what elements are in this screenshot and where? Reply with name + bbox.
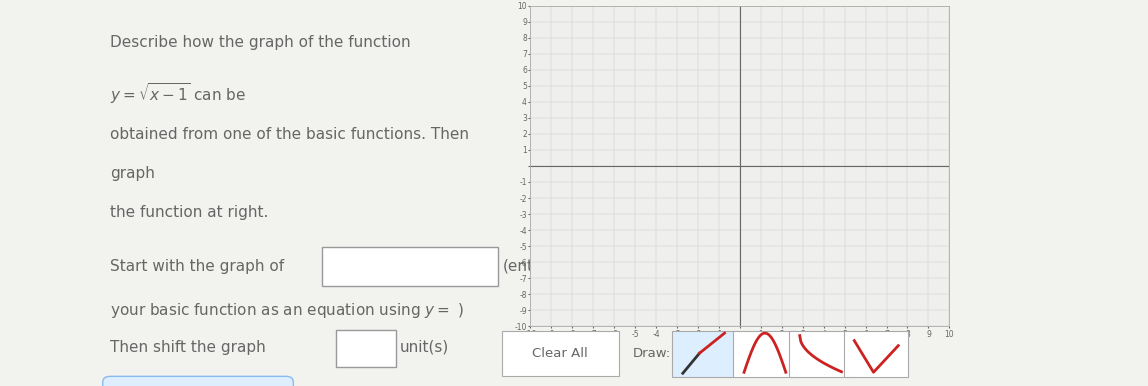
Text: Start with the graph of: Start with the graph of xyxy=(110,259,284,274)
Text: graph: graph xyxy=(110,166,155,181)
FancyBboxPatch shape xyxy=(844,330,908,377)
Text: the function at right.: the function at right. xyxy=(110,205,269,220)
FancyBboxPatch shape xyxy=(103,376,294,386)
Text: $y = \sqrt{x-1}$ can be: $y = \sqrt{x-1}$ can be xyxy=(110,81,246,106)
FancyBboxPatch shape xyxy=(672,330,736,377)
Text: unit(s): unit(s) xyxy=(400,340,449,355)
Text: Draw:: Draw: xyxy=(633,347,670,360)
FancyBboxPatch shape xyxy=(789,330,853,377)
Text: obtained from one of the basic functions. Then: obtained from one of the basic functions… xyxy=(110,127,468,142)
Text: Then shift the graph: Then shift the graph xyxy=(110,340,265,355)
FancyBboxPatch shape xyxy=(732,330,797,377)
FancyBboxPatch shape xyxy=(321,247,498,286)
Text: Clear All: Clear All xyxy=(533,347,588,360)
FancyBboxPatch shape xyxy=(502,331,619,376)
Text: (enter: (enter xyxy=(503,259,550,274)
Text: your basic function as an equation using $y =$ ): your basic function as an equation using… xyxy=(110,301,464,320)
FancyBboxPatch shape xyxy=(336,330,396,367)
Text: Describe how the graph of the function: Describe how the graph of the function xyxy=(110,35,411,50)
